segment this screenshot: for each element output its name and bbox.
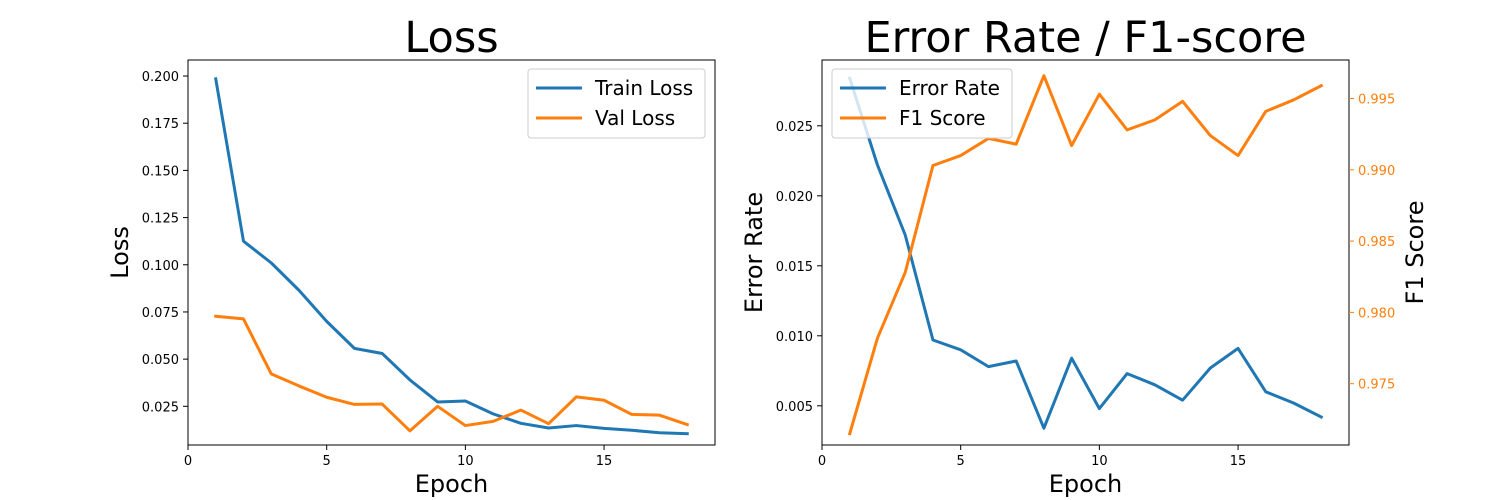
loss-chart: 0 5 10 15 0.025 0.050 0.075 0.100 0.125 0.150 0.1… [106, 13, 716, 498]
error-f1-legend: Error Rate F1 Score [831, 68, 1013, 139]
loss-chart-title: Loss [404, 13, 498, 63]
error-f1-chart-title: Error Rate / F1-score [864, 13, 1306, 63]
loss-y-tick-label: 0.075 [142, 306, 179, 321]
loss-y-tick-label: 0.100 [142, 259, 179, 274]
loss-x-ticks: 0 5 10 15 [184, 445, 612, 469]
f1-score-y-axis-label: F1 Score [1401, 201, 1429, 305]
legend-label-error-rate: Error Rate [899, 76, 1000, 100]
loss-y-tick-label: 0.150 [142, 164, 179, 179]
legend-label-train-loss: Train Loss [594, 76, 693, 100]
error-f1-y-tick-label: 0.020 [776, 190, 813, 205]
error-f1-series-lines [847, 74, 1324, 436]
loss-series-lines [214, 77, 690, 436]
f1-score-y-tick-label: 0.995 [1358, 93, 1395, 108]
error-f1-y-tick-label: 0.010 [776, 330, 813, 345]
loss-y-tick-label: 0.050 [142, 353, 179, 368]
loss-y-ticks: 0.025 0.050 0.075 0.100 0.125 0.150 0.175 0.200 [142, 70, 188, 415]
loss-x-tick-label: 5 [323, 454, 331, 469]
loss-y-tick-label: 0.025 [142, 400, 179, 415]
loss-x-axis-label: Epoch [415, 470, 489, 498]
f1-score-y-tick-label: 0.980 [1358, 306, 1395, 321]
val-loss-line [214, 314, 690, 433]
error-f1-y-tick-label: 0.025 [776, 120, 813, 135]
f1-score-line [847, 74, 1324, 436]
loss-legend: Train Loss Val Loss [527, 68, 706, 139]
f1-score-y-tick-label: 0.990 [1358, 164, 1395, 179]
error-f1-x-ticks: 0 5 10 15 [818, 445, 1246, 469]
loss-x-tick-label: 10 [457, 454, 474, 469]
error-f1-y-tick-label: 0.015 [776, 260, 813, 275]
legend-label-val-loss: Val Loss [595, 106, 675, 130]
f1-score-y-ticks: 0.975 0.980 0.985 0.990 0.995 [1349, 93, 1395, 393]
loss-y-tick-label: 0.200 [142, 70, 179, 85]
error-f1-legend-box [831, 68, 1013, 139]
loss-x-tick-label: 15 [596, 454, 613, 469]
f1-score-y-tick-label: 0.975 [1358, 378, 1395, 393]
error-rate-line [847, 76, 1324, 430]
error-rate-y-axis-label: Error Rate [740, 192, 768, 313]
loss-y-axis-label: Loss [106, 226, 134, 279]
loss-y-tick-label: 0.125 [142, 212, 179, 227]
legend-label-f1-score: F1 Score [899, 106, 986, 130]
loss-y-tick-label: 0.175 [142, 117, 179, 132]
error-f1-x-axis-label: Epoch [1049, 470, 1123, 498]
error-f1-x-tick-label: 10 [1091, 454, 1108, 469]
loss-x-tick-label: 0 [184, 454, 192, 469]
error-f1-y-tick-label: 0.005 [776, 400, 813, 415]
error-f1-x-tick-label: 5 [957, 454, 965, 469]
error-f1-x-tick-label: 0 [818, 454, 826, 469]
train-loss-line [214, 77, 689, 436]
loss-legend-box [527, 68, 706, 139]
error-rate-y-ticks: 0.005 0.010 0.015 0.020 0.025 [776, 120, 822, 415]
f1-score-y-tick-label: 0.985 [1358, 235, 1395, 250]
error-f1-x-tick-label: 15 [1230, 454, 1247, 469]
